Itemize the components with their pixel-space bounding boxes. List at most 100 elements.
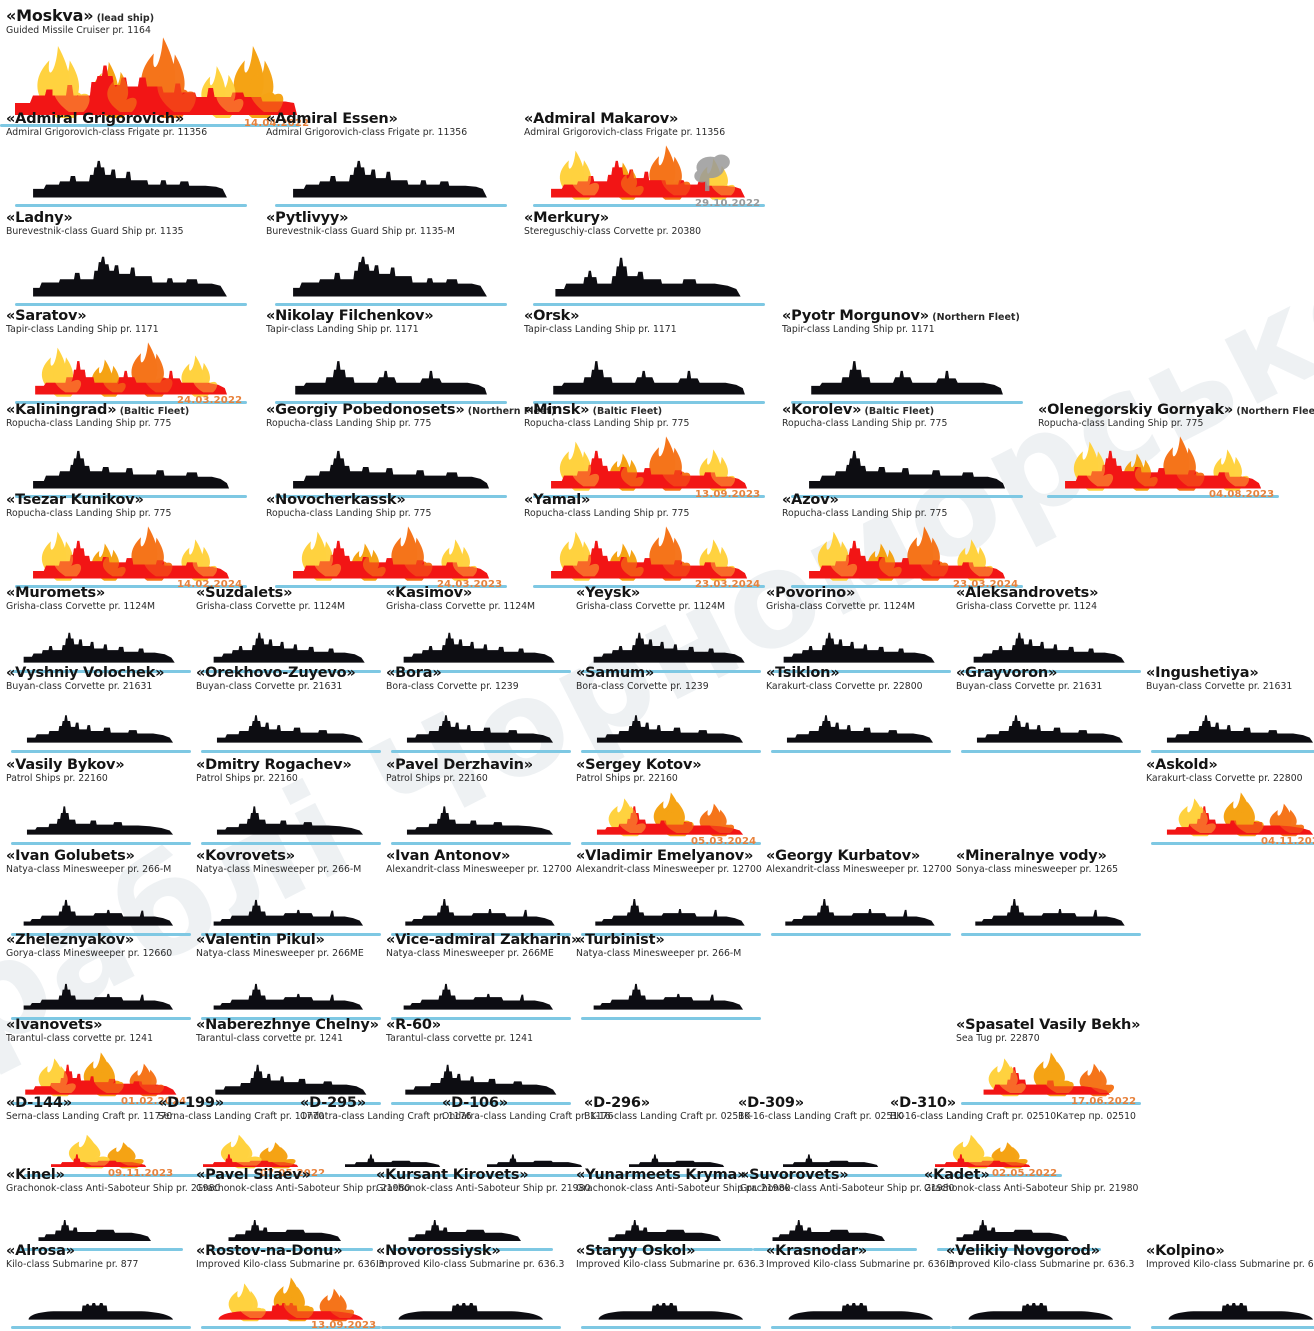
ship-name: «Mineralnye vody»: [956, 848, 1107, 864]
ship-silhouette: [6, 878, 194, 936]
ship-silhouette: [576, 1197, 764, 1251]
ship-class-subtitle: Natya-class Minesweeper pr. 266ME: [386, 948, 554, 960]
ship-header: «Samum»: [576, 662, 764, 681]
waterline: [460, 1174, 614, 1177]
ship-class-subtitle: Buyan-class Corvette pr. 21631: [6, 681, 153, 693]
ship-header: «Kovrovets»: [196, 845, 384, 864]
ship-name: «Tsiklon»: [766, 665, 840, 681]
ship-silhouette: [196, 615, 384, 673]
ship-class-subtitle: Improved Kilo-class Submarine pr. 636.3: [766, 1259, 955, 1271]
ship-silhouette: [766, 878, 954, 936]
waterline: [756, 1174, 910, 1177]
ship-class-subtitle: BK-16-class Landing Craft pr. 02510: [738, 1111, 905, 1123]
ship-fleet-note: (Northern Fleet): [464, 406, 556, 417]
waterline: [581, 670, 761, 673]
waterline: [771, 750, 951, 753]
ship-class-subtitle: Improved Kilo-class Submarine pr. 636.3: [196, 1259, 385, 1271]
ship-silhouette: [386, 878, 574, 936]
ship-silhouette: [376, 1273, 564, 1329]
ship-silhouette: [6, 1125, 194, 1177]
ship-silhouette: [6, 962, 194, 1020]
ship-header: «Yeysk»: [576, 582, 764, 601]
ship-name: «Pavel Derzhavin»: [386, 757, 533, 773]
waterline: [15, 495, 247, 498]
ship-header: «Rostov-na-Donu»: [196, 1240, 384, 1259]
ship-header: «Admiral Makarov»: [524, 108, 772, 127]
ship-header: «D-199»: [158, 1092, 346, 1111]
ship-class-subtitle: Natya-class Minesweeper pr. 266-M: [196, 864, 362, 876]
waterline: [15, 303, 247, 306]
ship-card-ingushetiya: «Ingushetiya» Buyan-class Corvette pr. 21…: [1146, 662, 1314, 753]
ship-name: «Ivanovets»: [6, 1017, 103, 1033]
ship-silhouette: [6, 695, 194, 753]
ship-class-subtitle: Alexandrit-class Minesweeper pr. 12700: [576, 864, 762, 876]
ship-silhouette: [524, 338, 772, 404]
ship-class-subtitle: Patrol Ships pr. 22160: [386, 773, 488, 785]
waterline: [533, 585, 765, 588]
ship-silhouette: [196, 787, 384, 845]
ship-name: «Spasatel Vasily Bekh»: [956, 1017, 1141, 1033]
ship-header: «Kolpino»: [1146, 1240, 1314, 1259]
ship-silhouette: [576, 1273, 764, 1329]
ship-card-d-144: «D-144» Serna-class Landing Craft pr. 117…: [6, 1092, 194, 1179]
ship-silhouette: [6, 141, 254, 207]
ship-card-suzdalets: «Suzdalets» Grisha-class Corvette pr. 112…: [196, 582, 384, 673]
ship-class-subtitle: Improved Kilo-class Submarine pr. 636.3: [1146, 1259, 1314, 1271]
ship-silhouette: [266, 432, 514, 498]
ship-header: «Velikiy Novgorod»: [946, 1240, 1134, 1259]
ship-card-kaliningrad: «Kaliningrad» (Baltic Fleet) Ropucha-clas…: [6, 399, 254, 498]
ship-card-alrosa: «Alrosa» Kilo-class Submarine pr. 877: [6, 1240, 194, 1329]
ship-name: «Dmitry Rogachev»: [196, 757, 352, 773]
waterline: [581, 933, 761, 936]
ship-name: «D-296»: [584, 1095, 650, 1111]
ship-header: «Ivanovets»: [6, 1014, 194, 1033]
ship-class-subtitle: Grisha-class Corvette pr. 1124M: [6, 601, 156, 613]
waterline: [581, 1326, 761, 1329]
ship-header: «Alrosa»: [6, 1240, 194, 1259]
waterline: [275, 585, 507, 588]
destruction-date: 01.02.2024: [121, 1096, 187, 1107]
waterline: [791, 401, 1023, 404]
ship-name: «Aleksandrovets»: [956, 585, 1099, 601]
ship-header: «Georgy Kurbatov»: [766, 845, 954, 864]
ship-silhouette: [782, 432, 1030, 498]
waterline: [771, 933, 951, 936]
ship-header: «Orekhovo-Zuyevo»: [196, 662, 384, 681]
waterline: [908, 1174, 1062, 1177]
waterline: [533, 495, 765, 498]
ship-card-pyotr-morgunov: «Pyotr Morgunov» (Northern Fleet) Tapir-c…: [782, 305, 1030, 404]
ship-card-admiral-essen: «Admiral Essen» Admiral Grigorovich-class…: [266, 108, 514, 207]
waterline: [11, 1326, 191, 1329]
ship-class-subtitle: Patrol Ships pr. 22160: [196, 773, 298, 785]
destruction-date: 04.11.202: [1261, 836, 1314, 847]
ship-header: «Vice-admiral Zakharin»: [386, 929, 580, 948]
waterline: [391, 750, 571, 753]
ship-card-staryy-oskol: «Staryy Oskol» Improved Kilo-class Submar…: [576, 1240, 764, 1329]
ship-name: «Kolpino»: [1146, 1243, 1225, 1259]
ship-class-subtitle: Bora-class Corvette pr. 1239: [386, 681, 519, 693]
ship-fleet-note: (Northern Fleet): [1236, 406, 1314, 417]
ship-card-yunarmeets-kryma: «Yunarmeets Kryma» Grachonok-class Anti-S…: [576, 1164, 790, 1251]
ship-name: «Kaliningrad»: [6, 402, 117, 418]
ship-name: «D-106»: [442, 1095, 508, 1111]
ship-class-subtitle: Sea Tug pr. 22870: [956, 1033, 1040, 1045]
destruction-date: 13.09.2023: [695, 489, 761, 500]
ship-name: «Merkury»: [524, 210, 609, 226]
waterline: [791, 495, 1023, 498]
ship-silhouette: [946, 1273, 1134, 1329]
ship-header: «Tsezar Kunikov»: [6, 489, 254, 508]
ship-silhouette: [6, 338, 254, 404]
ship-card-novorossiysk: «Novorossiysk» Improved Kilo-class Submar…: [376, 1240, 564, 1329]
ship-silhouette: [6, 1047, 194, 1105]
ship-name: «Orekhovo-Zuyevo»: [196, 665, 356, 681]
ship-silhouette: [386, 787, 574, 845]
ship-card-kasimov: «Kasimov» Grisha-class Corvette pr. 1124M: [386, 582, 574, 673]
ship-fleet-note: (Baltic Fleet): [861, 406, 935, 417]
waterline: [961, 750, 1141, 753]
ship-silhouette: [376, 1197, 564, 1251]
ship-card-povorino: «Povorino» Grisha-class Corvette pr. 1124…: [766, 582, 954, 673]
destruction-date: 23.03.2024: [695, 579, 761, 590]
ship-class-subtitle: Ondatra-class Landing Craft pr. 1176: [442, 1111, 614, 1123]
ship-card-ladny: «Ladny» Burevestnik-class Guard Ship pr. …: [6, 207, 254, 306]
ship-name: «Askold»: [1146, 757, 1218, 773]
